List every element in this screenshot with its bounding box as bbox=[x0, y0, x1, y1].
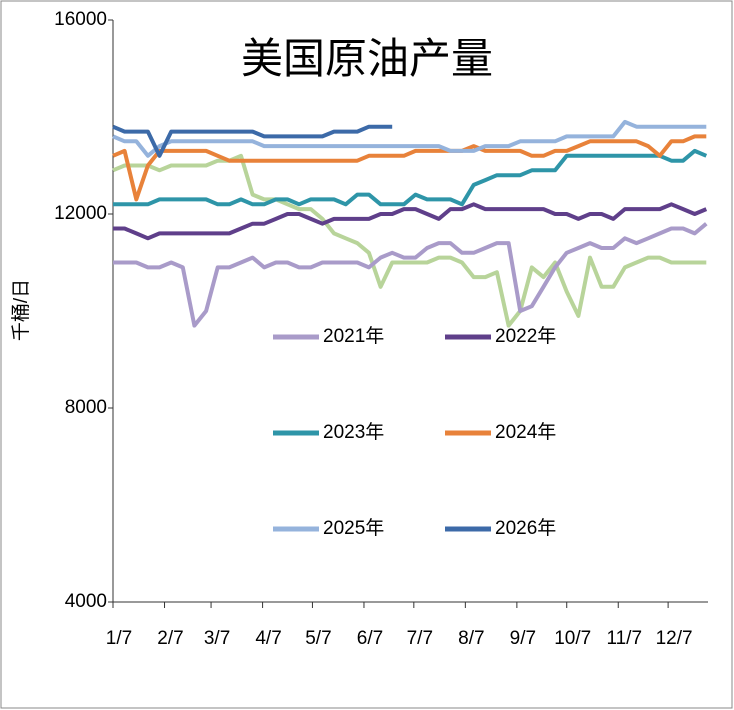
series-line bbox=[113, 202, 708, 241]
legend-label: 2026年 bbox=[495, 517, 556, 539]
x-tick-label: 10/7 bbox=[554, 628, 591, 649]
chart-title: 美国原油产量 bbox=[241, 35, 493, 82]
series-line bbox=[112, 134, 707, 202]
y-tick-label: 12000 bbox=[54, 203, 107, 224]
x-tick-label: 3/7 bbox=[204, 628, 230, 649]
y-tick-label: 4000 bbox=[65, 591, 107, 612]
x-tick-label: 9/7 bbox=[510, 628, 536, 649]
x-tick-label: 4/7 bbox=[255, 628, 281, 649]
y-tick-label: 8000 bbox=[65, 397, 107, 418]
x-tick-label: 2/7 bbox=[157, 628, 183, 649]
legend-label: 2025年 bbox=[323, 517, 384, 539]
series-line bbox=[112, 124, 393, 158]
legend-label: 2022年 bbox=[495, 325, 556, 347]
x-tick-label: 5/7 bbox=[305, 628, 331, 649]
legend-label: 2023年 bbox=[323, 421, 384, 443]
x-tick-label: 7/7 bbox=[407, 628, 433, 649]
series-line bbox=[112, 119, 707, 158]
series-line bbox=[113, 148, 708, 207]
x-tick-label: 12/7 bbox=[656, 628, 693, 649]
y-tick-label: 16000 bbox=[54, 9, 107, 30]
series-line bbox=[112, 153, 707, 328]
x-tick-label: 8/7 bbox=[458, 628, 484, 649]
series-line bbox=[113, 222, 708, 328]
y-axis-label: 千桶/日 bbox=[10, 279, 32, 341]
legend-label: 2024年 bbox=[495, 421, 556, 443]
x-tick-label: 11/7 bbox=[606, 628, 642, 649]
x-tick-label: 6/7 bbox=[357, 628, 383, 649]
legend-label: 2021年 bbox=[323, 325, 384, 347]
x-tick-label: 1/7 bbox=[106, 628, 132, 649]
